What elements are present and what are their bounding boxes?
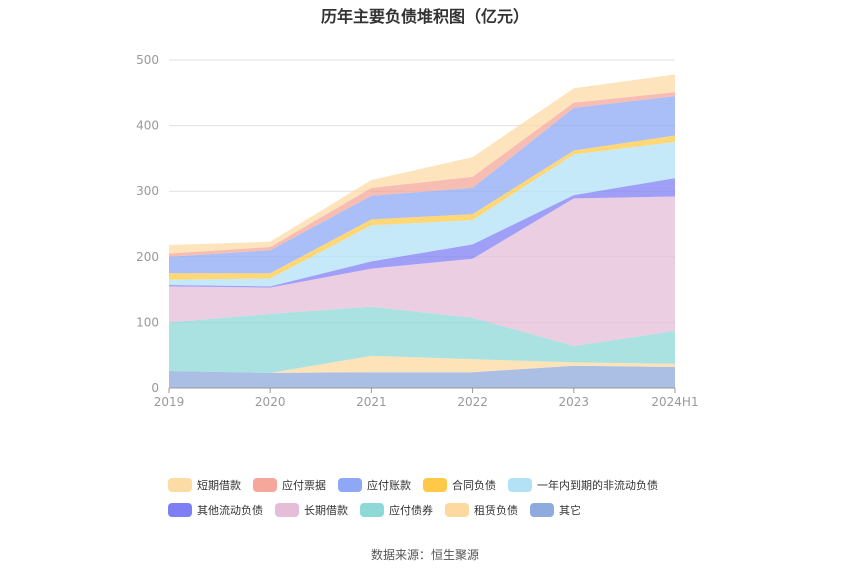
legend-item-long-term-loans[interactable]: 长期借款 <box>275 502 348 518</box>
legend-label: 一年内到期的非流动负债 <box>537 478 658 492</box>
area-series <box>169 196 675 347</box>
y-tick-label: 0 <box>151 381 159 395</box>
y-tick-label: 100 <box>136 315 159 329</box>
legend-item-short-term-loans[interactable]: 短期借款 <box>168 477 241 493</box>
legend-swatch <box>508 477 532 492</box>
legend-swatch <box>253 477 277 492</box>
legend-label: 应付债券 <box>389 503 433 517</box>
x-tick-label: 2020 <box>255 395 286 409</box>
x-tick-label: 2024H1 <box>651 395 698 409</box>
legend-item-other-current-liabilities[interactable]: 其他流动负债 <box>168 502 263 518</box>
area-series <box>169 96 675 274</box>
legend: 短期借款 应付票据 应付账款 合同负债 一年内到期的非流动负债 其他流动负债 长… <box>168 472 728 522</box>
x-tick-label: 2021 <box>356 395 387 409</box>
legend-item-notes-payable[interactable]: 应付票据 <box>253 477 326 493</box>
legend-swatch <box>530 502 554 517</box>
legend-row-1: 短期借款 应付票据 应付账款 合同负债 一年内到期的非流动负债 <box>168 472 728 497</box>
legend-label: 短期借款 <box>197 478 241 492</box>
area-series <box>169 365 675 388</box>
legend-label: 其它 <box>559 503 581 517</box>
legend-item-lease-liabilities[interactable]: 租赁负债 <box>445 502 518 518</box>
legend-swatch <box>338 477 362 492</box>
legend-item-bonds-payable[interactable]: 应付债券 <box>360 502 433 518</box>
legend-item-other[interactable]: 其它 <box>530 502 581 518</box>
x-tick-label: 2022 <box>457 395 488 409</box>
y-tick-label: 500 <box>136 53 159 67</box>
chart-title: 历年主要负债堆积图（亿元） <box>320 7 529 26</box>
legend-item-contract-liabilities[interactable]: 合同负债 <box>423 477 496 493</box>
area-series <box>169 178 675 288</box>
legend-item-current-portion-noncurrent[interactable]: 一年内到期的非流动负债 <box>508 477 658 493</box>
area-series <box>169 142 675 287</box>
area-series <box>169 355 675 373</box>
legend-swatch <box>168 477 192 492</box>
x-tick-label: 2019 <box>154 395 185 409</box>
legend-item-accounts-payable[interactable]: 应付账款 <box>338 477 411 493</box>
legend-label: 应付账款 <box>367 478 411 492</box>
legend-swatch <box>168 502 192 517</box>
x-tick-label: 2023 <box>559 395 590 409</box>
legend-label: 租赁负债 <box>474 503 518 517</box>
legend-label: 应付票据 <box>282 478 326 492</box>
legend-row-2: 其他流动负债 长期借款 应付债券 租赁负债 其它 <box>168 497 728 522</box>
y-tick-label: 300 <box>136 184 159 198</box>
legend-swatch <box>275 502 299 517</box>
legend-label: 其他流动负债 <box>197 503 263 517</box>
legend-label: 合同负债 <box>452 478 496 492</box>
area-series <box>169 74 675 254</box>
area-series <box>169 306 675 373</box>
legend-swatch <box>360 502 384 517</box>
data-source: 数据来源：恒生聚源 <box>370 548 479 562</box>
legend-label: 长期借款 <box>304 503 348 517</box>
y-tick-label: 400 <box>136 119 159 133</box>
y-tick-label: 200 <box>136 250 159 264</box>
legend-swatch <box>423 477 447 492</box>
legend-swatch <box>445 502 469 517</box>
